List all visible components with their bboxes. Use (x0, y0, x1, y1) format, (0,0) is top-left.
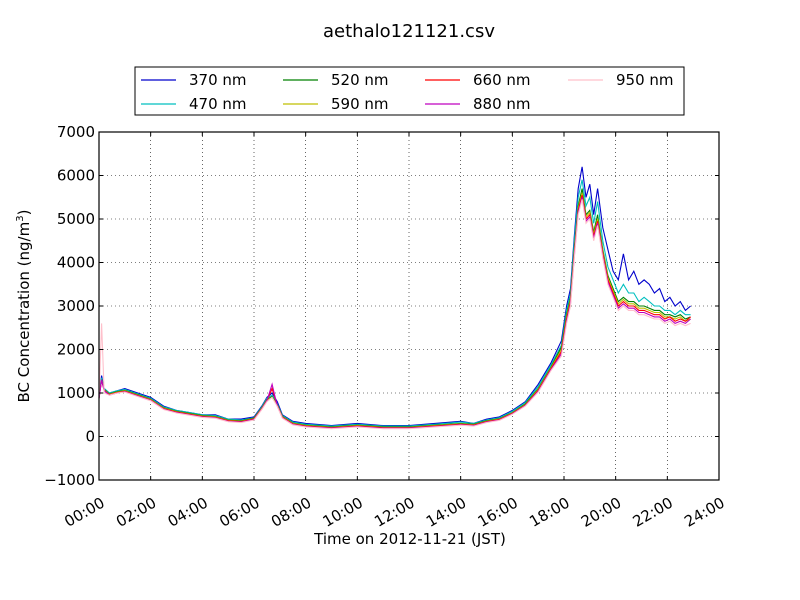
series-lines (98, 166, 691, 430)
x-tick-label: 24:00 (681, 494, 727, 531)
series-line-470-nm (98, 179, 691, 427)
series-line-590-nm (98, 192, 691, 428)
y-tick-label: 6000 (57, 167, 95, 185)
x-tick-label: 18:00 (526, 494, 572, 531)
x-tick-label: 20:00 (578, 494, 624, 531)
y-tick-label: 5000 (57, 210, 95, 228)
y-tick-labels: −1000 0 1000 2000 3000 4000 5000 6000 7000 (44, 123, 95, 489)
legend-box (134, 66, 685, 116)
chart-title: aethalo121121.csv (323, 21, 495, 42)
y-axis-label: BC Concentration (ng/m3) (15, 210, 33, 403)
y-axis-label-main: BC Concentration (ng/m (15, 222, 33, 403)
x-tick-label: 04:00 (165, 494, 211, 531)
series-line-950-nm (98, 199, 691, 430)
y-tick-label: 7000 (57, 123, 95, 141)
x-tick-label: 08:00 (268, 494, 314, 531)
x-tick-label: 06:00 (216, 494, 262, 531)
x-tick-label: 14:00 (423, 494, 469, 531)
x-tick-label: 00:00 (61, 494, 107, 531)
x-tick-label: 16:00 (475, 494, 521, 531)
y-tick-label: 1000 (57, 384, 95, 402)
y-tick-label: 0 (85, 428, 95, 446)
y-axis-label-superscript: 3 (15, 215, 26, 221)
y-tick-label: −1000 (44, 471, 95, 489)
grid-lines (99, 132, 719, 480)
legend-label: 520 nm (331, 71, 389, 89)
legend-label: 660 nm (473, 71, 531, 89)
x-axis-label: Time on 2012-11-21 (JST) (313, 530, 506, 548)
y-tick-label: 2000 (57, 341, 95, 359)
series-line-370-nm (98, 166, 691, 427)
legend-label: 590 nm (331, 95, 389, 113)
legend-label: 880 nm (473, 95, 531, 113)
y-tick-label: 3000 (57, 297, 95, 315)
y-axis-label-suffix: ) (15, 210, 33, 216)
y-tick-label: 4000 (57, 254, 95, 272)
x-tick-label: 22:00 (630, 494, 676, 531)
legend-label: 470 nm (189, 95, 247, 113)
legend-label: 950 nm (616, 71, 674, 89)
legend: 370 nm 470 nm 520 nm 590 nm 660 nm 880 nm 950 … (134, 66, 685, 116)
x-tick-label: 12:00 (371, 494, 417, 531)
x-tick-label: 02:00 (113, 494, 159, 531)
axis-ticks (98, 131, 720, 481)
x-tick-label: 10:00 (320, 494, 366, 531)
x-tick-labels: 00:00 02:00 04:00 06:00 08:00 10:00 12:00 14:00… (61, 494, 727, 531)
legend-label: 370 nm (189, 71, 247, 89)
